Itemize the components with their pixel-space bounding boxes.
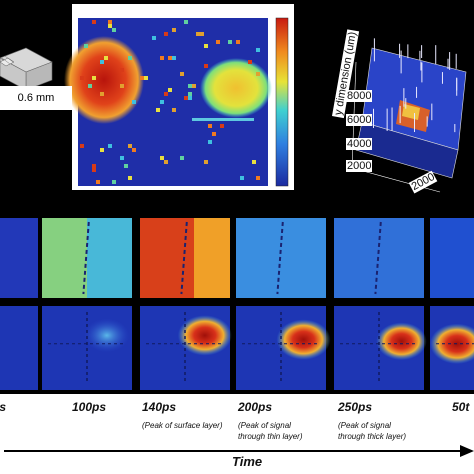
strip-frame-bottom bbox=[0, 306, 38, 390]
strip-frame-top bbox=[430, 218, 474, 298]
surface-plot-3d bbox=[351, 38, 467, 193]
strip-frame-bottom bbox=[42, 306, 132, 390]
time-arrow bbox=[4, 445, 474, 457]
thickness-label: 0.6 mm bbox=[0, 86, 72, 110]
strip-frame-top bbox=[42, 218, 132, 298]
strip-frame-bottom bbox=[140, 306, 232, 390]
time-label: 100ps bbox=[72, 400, 107, 414]
time-label: 200ps bbox=[238, 400, 273, 414]
plot3d-tick-1: 6000 bbox=[346, 114, 373, 126]
plot3d-tick-2: 4000 bbox=[346, 138, 373, 150]
image-strip bbox=[0, 218, 474, 390]
plot3d-tick-3: 2000 bbox=[346, 160, 373, 172]
colorbar bbox=[275, 17, 289, 187]
time-label: 250ps bbox=[338, 400, 373, 414]
time-label: 140ps bbox=[142, 400, 177, 414]
strip-frame-top bbox=[236, 218, 326, 298]
time-label: 50t bbox=[452, 400, 470, 414]
time-note: (Peak of signal through thin layer) bbox=[238, 421, 303, 441]
plot3d-tick-0: 8000 bbox=[346, 90, 373, 102]
strip-frame-top bbox=[140, 218, 230, 298]
strip-frame-bottom bbox=[334, 306, 427, 390]
main-heatmap bbox=[64, 18, 272, 186]
time-note: (Peak of signal through thick layer) bbox=[338, 421, 407, 441]
sample-block-icon bbox=[0, 47, 53, 91]
time-axis-label: Time bbox=[232, 454, 263, 469]
time-label: ps bbox=[0, 400, 6, 414]
strip-frame-top bbox=[334, 218, 424, 298]
strip-frame-top bbox=[0, 218, 38, 298]
strip-frame-bottom bbox=[236, 306, 331, 390]
time-note: (Peak of surface layer) bbox=[142, 421, 223, 430]
strip-frame-bottom bbox=[430, 306, 474, 390]
